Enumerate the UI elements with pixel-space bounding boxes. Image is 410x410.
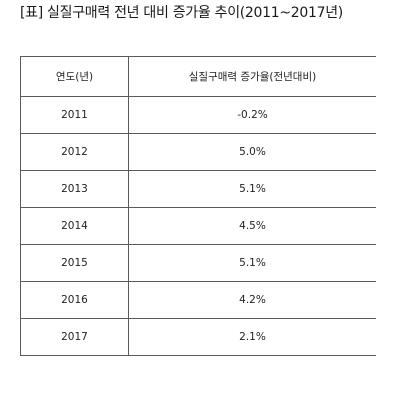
growth-cell: 5.1% bbox=[128, 170, 376, 208]
growth-cell: 2.1% bbox=[128, 318, 376, 356]
year-cell: 2015 bbox=[20, 244, 129, 282]
table-container: 연도(년) 실질구매력 증가율(전년대비) 2011 -0.2% 2012 5.… bbox=[20, 56, 376, 410]
table-row: 2012 5.0% bbox=[20, 133, 376, 171]
year-cell: 2011 bbox=[20, 96, 129, 134]
year-cell: 2012 bbox=[20, 133, 129, 171]
year-cell: 2017 bbox=[20, 318, 129, 356]
table-row: 2016 4.2% bbox=[20, 281, 376, 319]
year-cell: 2014 bbox=[20, 207, 129, 245]
column-header-year: 연도(년) bbox=[20, 56, 129, 97]
growth-cell: 4.2% bbox=[128, 281, 376, 319]
growth-cell: 4.5% bbox=[128, 207, 376, 245]
table-row: 2013 5.1% bbox=[20, 170, 376, 208]
growth-cell: 5.1% bbox=[128, 244, 376, 282]
year-cell: 2013 bbox=[20, 170, 129, 208]
growth-table: 연도(년) 실질구매력 증가율(전년대비) 2011 -0.2% 2012 5.… bbox=[20, 56, 376, 356]
table-row: 2017 2.1% bbox=[20, 318, 376, 356]
column-header-growth: 실질구매력 증가율(전년대비) bbox=[128, 56, 376, 97]
growth-cell: -0.2% bbox=[128, 96, 376, 134]
table-row: 2011 -0.2% bbox=[20, 96, 376, 134]
header-row: 연도(년) 실질구매력 증가율(전년대비) bbox=[20, 56, 376, 97]
growth-cell: 5.0% bbox=[128, 133, 376, 171]
table-title: [표] 실질구매력 전년 대비 증가율 추이(2011~2017년) bbox=[20, 5, 343, 21]
table-row: 2014 4.5% bbox=[20, 207, 376, 245]
year-cell: 2016 bbox=[20, 281, 129, 319]
table-row: 2015 5.1% bbox=[20, 244, 376, 282]
